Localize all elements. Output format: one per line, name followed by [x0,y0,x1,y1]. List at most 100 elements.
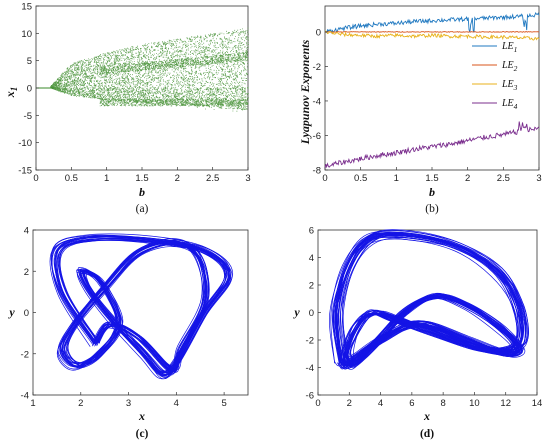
attractor-trajectory [51,235,230,376]
x-tick-label: 2.5 [206,173,219,184]
legend-label-sub: 1 [514,45,518,54]
x-tick-label: 1 [394,173,399,184]
y-tick-label: 5 [27,56,32,67]
legend-label-main: LE [501,98,514,109]
y-tick-label: -6 [306,391,314,402]
panel-a-ticks: 0 0.5 1 1.5 2 2.5 3 -15 -10 -5 0 5 10 15 [18,2,250,185]
panel-c-ylabel: y [7,305,15,319]
attractor-trajectory [54,237,229,376]
y-tick-label: -2 [306,336,314,347]
x-tick-label: 1.5 [425,173,438,184]
x-tick-label: 5 [221,398,226,409]
legend-label-main: LE [501,41,514,52]
y-tick-label: 0 [24,308,29,319]
y-tick-label: -10 [18,138,32,149]
y-tick-label: -5 [24,111,32,122]
series-line-le4 [324,121,540,169]
x-tick-label: 2 [347,398,352,409]
panel-b-ticks: 0 0.5 1 1.5 2 2.5 3 -8 -6 -4 -2 0 [313,27,542,184]
y-tick-label: 4 [309,253,314,264]
legend-label-main: LE [501,79,514,90]
panel-d-xlabel: x [423,409,430,423]
panel-b-ylabel: Lyapunov Exponents [298,39,312,145]
legend-label-main: LE [501,60,514,71]
x-tick-label: 1 [104,173,109,184]
panel-d: 0 2 4 6 8 10 12 14 -6 -4 -2 0 2 4 6 x y (d) [292,226,542,441]
x-tick-label: 10 [469,398,480,409]
panel-a-label-text: (a) [136,203,149,215]
panel-c-plot-area [49,233,234,380]
legend-label-le1: LE1 [501,41,517,54]
attractor-trajectory [329,231,523,367]
x-tick-label: 0 [322,173,327,184]
x-tick-label: 4 [378,398,383,409]
panel-a-plot-area [36,27,249,112]
bifurcation-points [50,27,249,112]
panel-d-plot-area [329,229,529,370]
legend-label-sub: 2 [514,64,518,73]
legend-label-le2: LE2 [501,60,518,73]
y-tick-label: 2 [24,267,29,278]
y-tick-label: 0 [316,27,321,38]
y-tick-label: 10 [21,29,32,40]
x-tick-label: 2 [465,173,470,184]
x-tick-label: 2 [175,173,180,184]
x-tick-label: 3 [536,173,541,184]
x-tick-label: 12 [500,398,511,409]
panel-a-ylabel-main: x [3,91,17,98]
panel-a-ylabel: x1 [3,87,19,99]
x-tick-label: 0 [33,173,38,184]
y-tick-label: 4 [24,226,29,237]
panel-a-xlabel: b [139,185,145,199]
x-tick-label: 6 [409,398,414,409]
panel-d-ticks: 0 2 4 6 8 10 12 14 -6 -4 -2 0 2 4 6 [306,226,543,410]
y-tick-label: -15 [18,166,32,177]
y-tick-label: 0 [309,308,314,319]
y-tick-label: -6 [313,131,321,142]
legend-label-sub: 3 [513,83,518,92]
y-tick-label: -2 [21,349,29,360]
series-line-le3 [324,30,540,41]
attractor-trajectory [341,234,525,363]
panel-b-xlabel: b [429,185,435,199]
panel-a-label: (a) [136,203,149,215]
attractor-trajectory [337,238,518,367]
attractor-trajectory [334,233,519,363]
panel-c-label: (c) [136,428,149,440]
y-tick-label: 2 [309,281,314,292]
series-line-le1 [324,12,540,35]
x-tick-label: 1 [30,398,35,409]
panel-a-ylabel-sub: 1 [9,87,19,92]
panel-d-ylabel: y [292,305,300,319]
x-tick-label: 14 [532,398,543,409]
x-tick-label: 0.5 [65,173,78,184]
x-tick-label: 1.5 [135,173,148,184]
x-tick-label: 8 [440,398,445,409]
x-tick-label: 3 [245,173,250,184]
series-line-le2 [324,31,540,33]
x-tick-label: 2.5 [497,173,510,184]
x-tick-label: 2 [78,398,83,409]
y-tick-label: -8 [313,166,321,177]
panel-d-label: (d) [420,428,434,440]
panel-c: 1 2 3 4 5 -4 -2 0 2 4 x y (c) [7,226,249,440]
y-tick-label: 15 [21,2,32,13]
panel-c-xlabel: x [138,409,145,423]
legend-label-le4: LE4 [501,98,518,111]
panel-c-ticks: 1 2 3 4 5 -4 -2 0 2 4 [21,226,227,410]
legend-label-le3: LE3 [501,79,518,92]
y-tick-label: -2 [313,62,321,73]
panel-b-plot-area [324,12,540,169]
x-tick-label: 0 [315,398,320,409]
attractor-trajectory [337,233,529,367]
legend-label-sub: 4 [514,102,518,111]
x-tick-label: 3 [126,398,131,409]
y-tick-label: -4 [313,96,321,107]
panel-b-label: (b) [425,203,439,215]
y-tick-label: 6 [309,226,314,237]
y-tick-label: -4 [21,391,29,402]
